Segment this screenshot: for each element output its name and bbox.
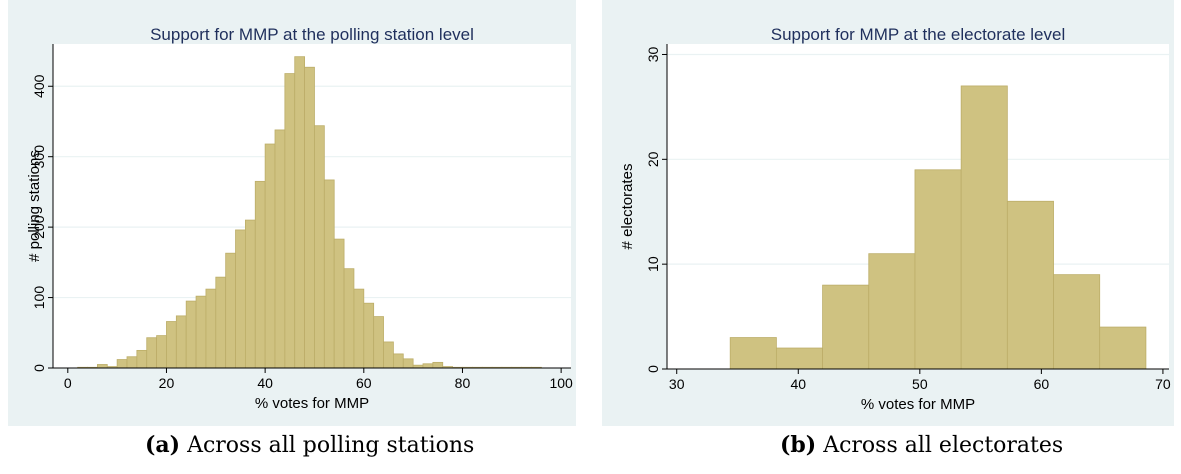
y-tick-label: 0 — [31, 364, 47, 372]
chart-panel-electorates: 30 40 50 60 70 0 10 20 30 Support for MMP at the … — [602, 0, 1174, 426]
histogram-bar — [314, 125, 325, 369]
histogram-bar — [235, 229, 246, 369]
y-tick-label: 100 — [31, 286, 47, 310]
x-axis-label: % votes for MMP — [861, 396, 975, 413]
y-axis-label: # electorates — [619, 164, 636, 250]
y-tick-label: 0 — [645, 365, 661, 373]
histogram-bar — [294, 56, 306, 369]
x-tick-label: 0 — [64, 375, 72, 391]
histogram-bar — [392, 353, 404, 369]
histogram-bar — [729, 337, 777, 370]
histogram-bar — [402, 358, 414, 369]
chart-title: Support for MMP at the electorate level — [771, 25, 1066, 44]
histogram-bar — [146, 337, 158, 369]
x-axis-label: % votes for MMP — [255, 395, 369, 412]
histogram-bar — [264, 143, 276, 369]
y-tick-label: 200 — [31, 215, 47, 239]
histogram-bar — [363, 302, 375, 369]
histogram-bar — [775, 347, 823, 370]
x-tick-label: 20 — [159, 375, 175, 391]
histogram-bar — [353, 288, 365, 369]
y-tick-label: 300 — [31, 145, 47, 169]
caption-b-label: (b) — [780, 432, 817, 458]
histogram-bar — [822, 284, 870, 370]
x-tick-label: 60 — [356, 375, 372, 391]
chart-title: Support for MMP at the polling station l… — [150, 25, 474, 44]
histogram-bar — [304, 66, 315, 369]
histogram-bar — [373, 316, 384, 369]
x-tick-label: 40 — [257, 375, 273, 391]
histogram-bar — [323, 179, 335, 369]
histogram-bar — [185, 300, 197, 369]
y-tick-label: 10 — [645, 256, 661, 272]
caption-a-label: (a) — [145, 432, 181, 458]
histogram-bar — [225, 252, 236, 369]
histogram-bar — [166, 321, 177, 369]
histogram-bar — [383, 341, 394, 369]
histogram-bar — [126, 356, 138, 369]
chart-polling-stations: 0 20 40 60 80 100 0 100 200 300 400 Support for MMP… — [26, 25, 573, 412]
caption-a-text: Across all polling stations — [187, 433, 475, 458]
histogram-bar — [156, 335, 167, 369]
histogram-bar — [136, 349, 148, 369]
chart-electorates: 30 40 50 60 70 0 10 20 30 Support for MMP at the … — [619, 25, 1171, 413]
histogram-bar — [343, 268, 355, 369]
histogram-bar — [244, 219, 256, 369]
histogram-bar — [914, 169, 962, 370]
histogram-bar — [195, 295, 207, 369]
caption-a: (a) Across all polling stations — [145, 432, 474, 458]
x-tick-label: 50 — [912, 376, 928, 392]
y-axis-label: # polling stations — [26, 150, 43, 262]
x-tick-label: 100 — [549, 375, 573, 391]
histogram-bar — [215, 276, 227, 369]
histogram-bar — [868, 253, 916, 370]
x-tick-label: 40 — [790, 376, 806, 392]
y-tick-label: 400 — [31, 74, 47, 98]
histogram-bar — [960, 85, 1008, 370]
chart-panel-polling-stations: 0 20 40 60 80 100 0 100 200 300 400 Support for MMP… — [8, 0, 576, 426]
x-tick-label: 80 — [455, 375, 471, 391]
histogram-bar — [284, 73, 296, 369]
x-tick-label: 60 — [1034, 376, 1050, 392]
y-tick-label: 20 — [645, 151, 661, 167]
histogram-bar — [333, 238, 345, 369]
histogram-bar — [1006, 200, 1054, 370]
histogram-bar — [205, 288, 217, 369]
histogram-bar — [274, 129, 286, 369]
histogram-bar — [432, 361, 444, 369]
histogram-bar — [1099, 326, 1147, 370]
x-tick-label: 70 — [1155, 376, 1171, 392]
y-tick-label: 30 — [645, 46, 661, 62]
histogram-bar — [254, 180, 266, 369]
histogram-bar — [422, 363, 434, 369]
histogram-bar — [116, 359, 128, 369]
x-tick-label: 30 — [669, 376, 685, 392]
histogram-bar — [175, 315, 187, 369]
histogram-bar — [1053, 274, 1101, 370]
caption-b-text: Across all electorates — [823, 433, 1064, 458]
histogram-bar — [97, 364, 108, 369]
caption-b: (b) Across all electorates — [780, 432, 1063, 458]
